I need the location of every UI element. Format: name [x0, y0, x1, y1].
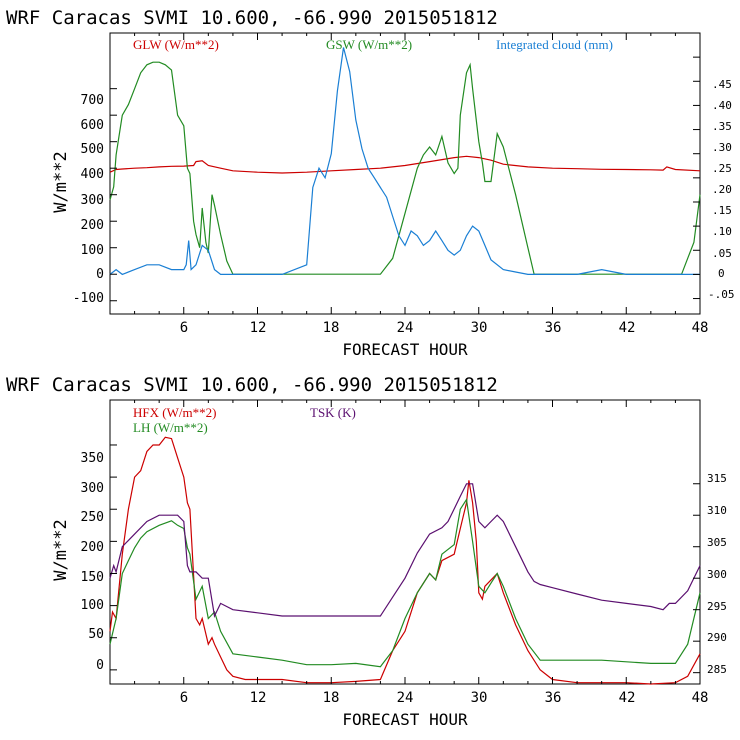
- axis-ticks: [109, 400, 701, 684]
- chart-title: WRF Caracas SVMI 10.600, -66.990 2015051…: [6, 7, 498, 29]
- y2-tick-label: .35: [712, 120, 732, 133]
- y2-tick-label: 315: [707, 472, 727, 485]
- legend-entry-hfx: HFX (W/m**2): [133, 405, 216, 420]
- cloud-series-line: [109, 47, 700, 276]
- x-tick-label: 42: [619, 320, 636, 336]
- y2-tick-label: 300: [707, 568, 727, 581]
- y-tick-label: 150: [81, 570, 104, 585]
- legend-entry-glw: GLW (W/m**2): [133, 37, 219, 52]
- y2-tick-label: 310: [707, 504, 727, 517]
- lh-series-line: [109, 497, 701, 668]
- plot-frame: [109, 399, 701, 685]
- y-tick-label: 200: [81, 540, 104, 555]
- y2-tick-label: .40: [712, 99, 732, 112]
- gsw-series-line: [109, 61, 701, 275]
- y-tick-label: 100: [81, 598, 104, 613]
- y-tick-label: 100: [81, 243, 104, 258]
- x-tick-label: 12: [250, 320, 267, 336]
- y2-tick-label: .05: [712, 247, 732, 260]
- y-tick-label: 600: [81, 118, 104, 133]
- y-tick-label: 700: [81, 93, 104, 108]
- y2-tick-label: 290: [707, 631, 727, 644]
- tsk-series-line: [109, 483, 701, 618]
- y2-tick-label: .10: [712, 225, 732, 238]
- y-axis-right: -.05 0 .05 .10 .15 .20 .25 .30 .35 .40 .…: [708, 78, 735, 301]
- y-tick-label: -100: [73, 291, 104, 306]
- y-axis-left: -100 0 100 200 300 400 500 600 700: [73, 93, 104, 306]
- x-tick-label: 48: [692, 320, 709, 336]
- x-tick-label: 36: [545, 320, 562, 336]
- y-tick-label: 50: [88, 627, 104, 642]
- x-tick-label: 18: [323, 690, 340, 706]
- y-tick-label: 0: [96, 267, 104, 282]
- hfx-series-line: [109, 436, 701, 685]
- y2-tick-label: .25: [712, 162, 732, 175]
- y-tick-label: 300: [81, 481, 104, 496]
- glw-series-line: [109, 155, 701, 174]
- y-tick-label: 250: [81, 510, 104, 525]
- x-axis-title: FORECAST HOUR: [342, 340, 468, 359]
- legend: HFX (W/m**2) LH (W/m**2) TSK (K): [133, 405, 356, 435]
- legend: GLW (W/m**2) GSW (W/m**2) Integrated clo…: [133, 37, 613, 52]
- y-tick-label: 300: [81, 193, 104, 208]
- y-axis-title: W/m**2: [51, 151, 71, 212]
- y-tick-label: 350: [81, 451, 104, 466]
- y-axis-left: 0 50 100 150 200 250 300 350: [81, 451, 104, 673]
- x-axis: 6 12 18 24 30 36 42 48: [180, 320, 709, 336]
- y-axis-title: W/m**2: [51, 519, 71, 580]
- x-tick-label: 6: [180, 690, 188, 706]
- panel-radiation: WRF Caracas SVMI 10.600, -66.990 2015051…: [6, 7, 735, 359]
- y2-tick-label: 295: [707, 600, 727, 613]
- x-tick-label: 12: [250, 690, 267, 706]
- x-tick-label: 30: [471, 690, 488, 706]
- series-lines: [109, 436, 701, 685]
- y-tick-label: 200: [81, 218, 104, 233]
- y2-tick-label: .15: [712, 204, 732, 217]
- y2-tick-label: 0: [718, 267, 725, 280]
- y2-tick-label: -.05: [708, 288, 735, 301]
- y2-tick-label: .30: [712, 141, 732, 154]
- x-tick-label: 24: [397, 690, 414, 706]
- y-tick-label: 500: [81, 142, 104, 157]
- legend-entry-tsk: TSK (K): [310, 405, 356, 420]
- y-axis-right: 285 290 295 300 305 310 315: [707, 472, 727, 676]
- axis-ticks: [109, 33, 701, 314]
- legend-entry-cloud: Integrated cloud (mm): [496, 37, 613, 52]
- y2-tick-label: 285: [707, 663, 727, 676]
- y2-tick-label: .45: [712, 78, 732, 91]
- x-axis-title: FORECAST HOUR: [342, 710, 468, 729]
- x-tick-label: 6: [180, 320, 188, 336]
- y-tick-label: 0: [96, 658, 104, 673]
- x-tick-label: 24: [397, 320, 414, 336]
- y2-tick-label: 305: [707, 536, 727, 549]
- x-tick-label: 18: [323, 320, 340, 336]
- panel-fluxes: WRF Caracas SVMI 10.600, -66.990 2015051…: [6, 374, 727, 729]
- y-tick-label: 400: [81, 167, 104, 182]
- series-lines: [109, 47, 701, 276]
- y2-tick-label: .20: [712, 183, 732, 196]
- chart-title: WRF Caracas SVMI 10.600, -66.990 2015051…: [6, 374, 498, 396]
- x-tick-label: 30: [471, 320, 488, 336]
- plot-area: [109, 400, 701, 685]
- x-tick-label: 36: [545, 690, 562, 706]
- x-axis: 6 12 18 24 30 36 42 48: [180, 690, 709, 706]
- legend-entry-gsw: GSW (W/m**2): [326, 37, 412, 52]
- x-tick-label: 48: [692, 690, 709, 706]
- legend-entry-lh: LH (W/m**2): [133, 420, 208, 435]
- plot-area: [109, 33, 701, 314]
- x-tick-label: 42: [619, 690, 636, 706]
